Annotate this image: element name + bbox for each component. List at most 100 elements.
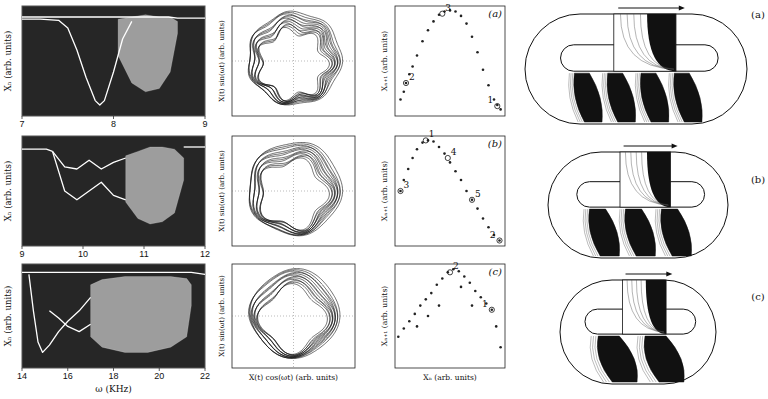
orbit-label: 3 (404, 180, 410, 190)
map-point (498, 239, 501, 242)
map-point (441, 277, 444, 280)
plot-frame (395, 136, 505, 246)
orbit-point (469, 197, 474, 202)
x-tick-label: 12 (200, 249, 210, 259)
plot-area (398, 138, 502, 243)
plot-frame (395, 6, 505, 116)
x-tick-label: 7 (19, 119, 24, 129)
x-tick-label: 11 (139, 249, 148, 259)
fold-box (620, 152, 670, 207)
x-tick-label: 9 (202, 119, 207, 129)
y-axis-label: Xₙ (arb. units) (3, 161, 13, 221)
map-point (499, 346, 502, 349)
plot-area (22, 272, 205, 352)
map-point (460, 179, 463, 182)
map-point (403, 327, 406, 330)
phase-curves (249, 143, 342, 236)
map-point (495, 325, 498, 328)
x-tick-label: 18 (108, 371, 118, 381)
y-axis-label: Xₙ₊₁ (arb. units) (380, 286, 389, 346)
fold-line (625, 152, 668, 205)
map-point (474, 290, 477, 293)
trajectory-loop (249, 271, 336, 358)
twist-edge (621, 209, 632, 256)
orbit-point (398, 188, 403, 193)
plot-area (22, 15, 205, 105)
phase-curves (249, 269, 340, 359)
trajectory-loop (252, 15, 340, 104)
template-outline (548, 152, 728, 258)
x-tick-label: 8 (111, 119, 116, 129)
flow-arrow (626, 274, 668, 275)
chaotic-band (118, 15, 177, 92)
orbit-label: 2 (409, 72, 415, 82)
map-point (465, 190, 468, 193)
map-point (443, 152, 446, 155)
orbit-label: 5 (475, 189, 481, 199)
fold-line (632, 280, 664, 332)
branch-line (22, 19, 132, 105)
orbit-point (445, 155, 450, 160)
fold-line (634, 14, 674, 69)
orbit-label: 1 (482, 299, 488, 309)
twist-edge (639, 336, 653, 382)
twist-edge (569, 73, 578, 122)
twist (574, 73, 603, 122)
y-axis-label: X(t) sin(ωt) (arb. units) (218, 275, 226, 357)
twist-edge (587, 209, 598, 256)
map-point (430, 292, 433, 295)
x-axis-label: X(t) cos(ωt) (arb. units) (249, 373, 338, 382)
fold-line (620, 14, 674, 69)
x-tick-label: 20 (154, 371, 164, 381)
template (548, 144, 728, 259)
branch-line (49, 311, 90, 332)
twist-edge (635, 73, 644, 122)
map-point (427, 29, 430, 32)
map-point (403, 91, 406, 94)
fold-line (642, 152, 669, 205)
fold-line (627, 14, 674, 69)
orbit-point (489, 307, 494, 312)
y-axis-label: X(t) sin(ωt) (arb. units) (218, 20, 226, 102)
orbit-label: 3 (445, 3, 451, 13)
fold-wedge (646, 280, 666, 334)
twist-edge (655, 209, 665, 256)
template-outline (560, 280, 716, 384)
x-axis-label: Xₙ (arb. units) (423, 373, 476, 382)
branch-line (22, 149, 53, 151)
twist-edge (605, 73, 615, 122)
map-point (425, 298, 428, 301)
orbit-point (495, 104, 500, 109)
orbit-point (423, 138, 428, 143)
map-point (454, 10, 457, 13)
twist-edge (659, 209, 670, 256)
map-point (416, 54, 419, 57)
orbit-point (447, 270, 452, 275)
twist-edge (637, 336, 650, 382)
flow-arrow (618, 8, 680, 9)
fold-wedge (647, 152, 670, 207)
map-point (416, 148, 419, 151)
twist-edge (585, 209, 596, 256)
twist (640, 73, 669, 122)
twist-edge (572, 73, 582, 122)
arrow-head (679, 6, 685, 11)
map-point (438, 304, 441, 307)
twist-edge (642, 336, 656, 382)
y-axis-label: X(t) sin(ωt) (arb. units) (218, 150, 226, 232)
arrow-head (666, 272, 672, 277)
x-tick-label: 16 (63, 371, 73, 381)
map-point (482, 217, 485, 220)
panel-label: (a) (488, 8, 502, 19)
phase-axis (293, 136, 294, 246)
trajectory-loop (255, 21, 335, 102)
fold-wedge (647, 14, 676, 71)
phase-frame (232, 136, 355, 246)
plot-background (22, 6, 205, 116)
fold-line (640, 14, 674, 69)
trajectory-loop (250, 144, 341, 235)
twist-edge (570, 73, 580, 122)
template (525, 6, 747, 125)
template (560, 272, 716, 385)
map-point (482, 69, 485, 72)
